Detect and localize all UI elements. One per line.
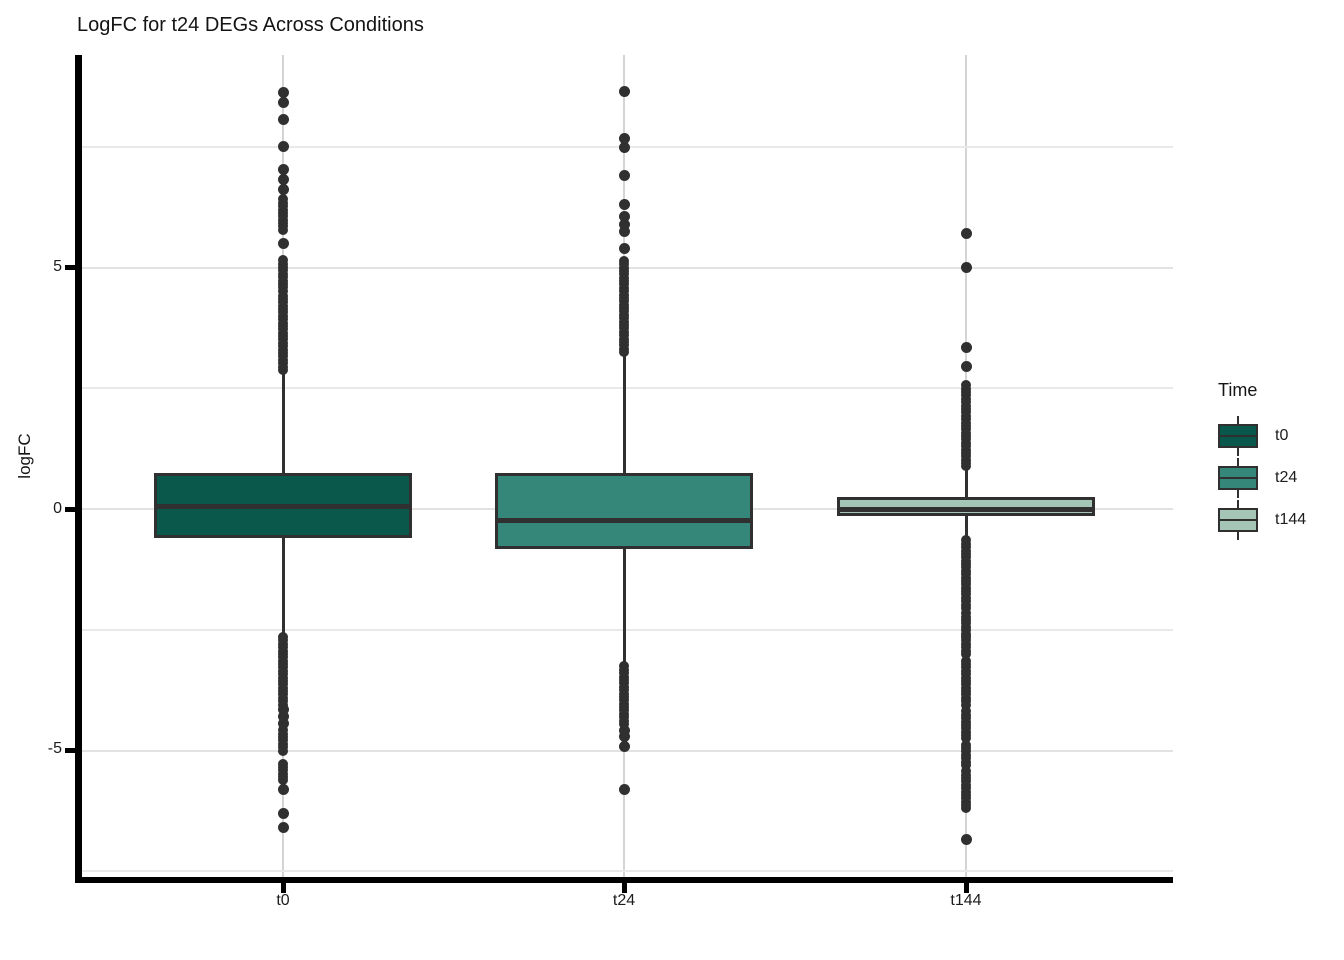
x-tick-label-t0: t0 bbox=[276, 892, 290, 909]
outlier-point bbox=[618, 85, 630, 97]
outlier-point bbox=[618, 724, 630, 736]
outlier-point bbox=[277, 141, 289, 153]
y-tick-label-0: 0 bbox=[53, 500, 62, 517]
outlier-point bbox=[618, 142, 630, 154]
y-axis-label: logFC bbox=[15, 433, 34, 479]
outlier-point bbox=[619, 255, 629, 266]
legend: Time t0 t24 t144 bbox=[1218, 380, 1306, 541]
outlier-point bbox=[277, 783, 289, 795]
y-tick-label-5: 5 bbox=[53, 258, 62, 275]
outlier-point bbox=[961, 535, 971, 546]
x-tick-label-t24: t24 bbox=[612, 892, 636, 909]
outlier-point bbox=[619, 661, 629, 672]
outlier-point bbox=[278, 631, 288, 642]
outlier-point bbox=[618, 132, 630, 144]
outlier-point bbox=[961, 706, 971, 717]
boxplot-key-icon bbox=[1218, 458, 1258, 498]
x-axis-line bbox=[75, 877, 1173, 883]
legend-label: t144 bbox=[1275, 511, 1307, 528]
chart-title: LogFC for t24 DEGs Across Conditions bbox=[77, 14, 424, 36]
outlier-point bbox=[277, 711, 289, 723]
outlier-point bbox=[618, 783, 630, 795]
outlier-point bbox=[277, 822, 289, 834]
x-tick-mark bbox=[621, 883, 627, 893]
gridline-minor bbox=[82, 870, 1173, 873]
outlier-point bbox=[960, 361, 972, 372]
x-tick-mark bbox=[280, 883, 286, 893]
legend-item-t0: t0 bbox=[1218, 415, 1306, 457]
outlier-point bbox=[961, 739, 971, 750]
y-tick-mark bbox=[65, 748, 75, 753]
outlier-point bbox=[277, 183, 289, 195]
outlier-point bbox=[618, 731, 630, 743]
median-line-t24 bbox=[495, 517, 753, 523]
outlier-point bbox=[278, 255, 288, 266]
outlier-point bbox=[618, 242, 630, 254]
outlier-point bbox=[961, 608, 971, 619]
outlier-point bbox=[960, 262, 972, 273]
outlier-point bbox=[618, 199, 630, 211]
outlier-point bbox=[277, 807, 289, 819]
outlier-point bbox=[277, 703, 289, 715]
outlier-point bbox=[618, 210, 630, 222]
outlier-point bbox=[277, 86, 289, 98]
legend-title: Time bbox=[1218, 380, 1258, 400]
median-line-t0 bbox=[154, 504, 412, 510]
outlier-point bbox=[618, 170, 630, 182]
outlier-point bbox=[277, 96, 289, 108]
y-axis-line bbox=[75, 55, 82, 883]
legend-item-t144: t144 bbox=[1218, 499, 1306, 541]
outlier-point bbox=[277, 718, 289, 730]
outlier-point bbox=[277, 164, 289, 176]
gridline-minor bbox=[82, 628, 1173, 631]
outlier-point bbox=[960, 228, 972, 240]
legend-label: t24 bbox=[1275, 469, 1298, 486]
legend-label: t0 bbox=[1275, 427, 1289, 444]
box-t24 bbox=[495, 472, 753, 550]
boxplot-key-icon bbox=[1218, 416, 1258, 456]
x-tick-mark bbox=[963, 883, 969, 893]
gridline-minor bbox=[82, 387, 1173, 390]
y-tick-mark bbox=[65, 506, 75, 512]
outlier-point bbox=[278, 758, 288, 769]
outlier-point bbox=[960, 341, 972, 353]
y-tick-label-neg5: -5 bbox=[47, 740, 62, 757]
legend-item-t24: t24 bbox=[1218, 457, 1306, 499]
outlier-point bbox=[961, 655, 971, 666]
boxplot-key-icon bbox=[1218, 500, 1258, 540]
outlier-point bbox=[277, 174, 289, 186]
outlier-point bbox=[618, 225, 630, 237]
median-line-t144 bbox=[837, 506, 1095, 512]
outlier-point bbox=[277, 113, 289, 125]
outlier-point bbox=[278, 194, 288, 205]
outlier-point bbox=[961, 766, 971, 777]
y-tick-mark bbox=[65, 265, 75, 270]
outlier-point bbox=[960, 834, 972, 846]
outlier-point bbox=[618, 741, 630, 753]
outlier-point bbox=[278, 725, 288, 736]
outlier-point bbox=[961, 380, 971, 391]
x-tick-label-t144: t144 bbox=[950, 892, 982, 909]
outlier-point bbox=[618, 219, 630, 231]
outlier-point bbox=[277, 237, 289, 249]
